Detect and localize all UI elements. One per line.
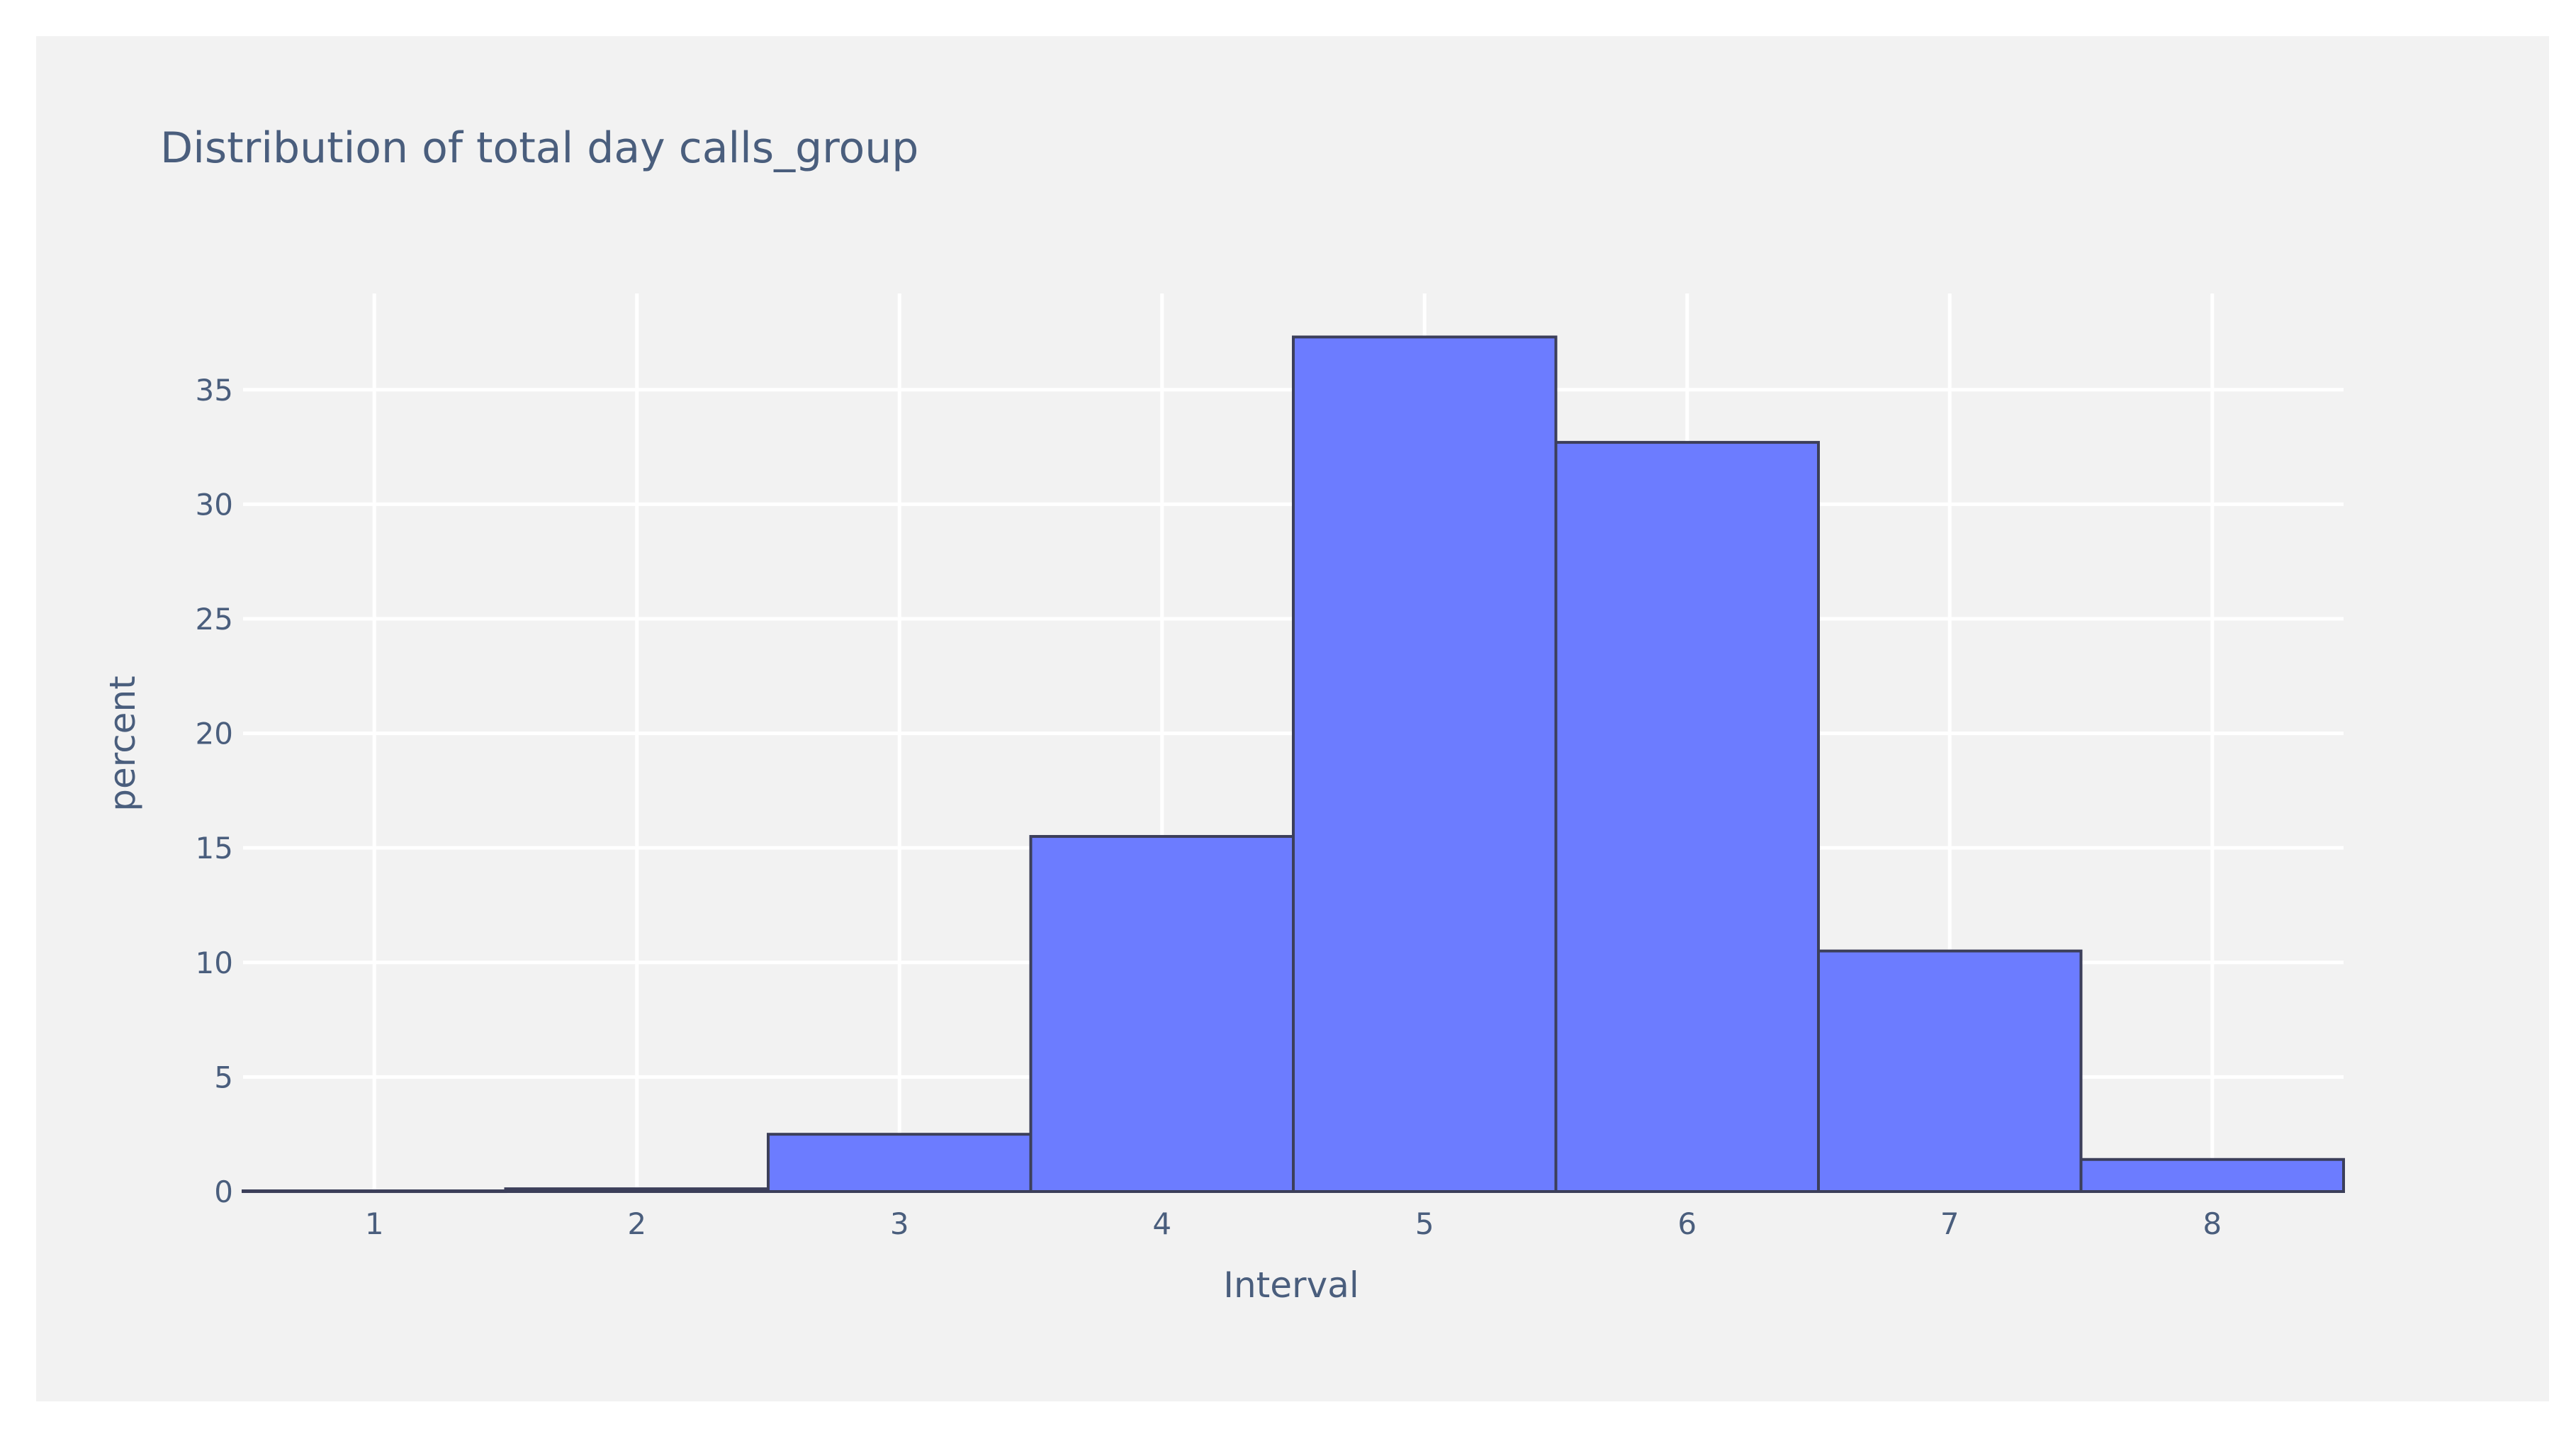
- y-axis-title: percent: [102, 676, 143, 812]
- y-tick-label: 35: [196, 373, 233, 408]
- y-tick-label: 5: [214, 1060, 233, 1094]
- y-tick-label: 15: [196, 831, 233, 865]
- x-tick-label: 5: [1415, 1206, 1434, 1241]
- histogram-bar: [1029, 835, 1295, 1193]
- bar-layer: [242, 335, 2345, 1194]
- y-tick-label: 25: [196, 602, 233, 637]
- y-tick-label: 30: [196, 487, 233, 522]
- y-tick-label: 20: [196, 717, 233, 751]
- chart-title: Distribution of total day calls_group: [160, 123, 918, 173]
- y-tick-label: 0: [214, 1175, 233, 1209]
- tick-layer: 0 5 10 15 20 25 30 35 1 2 3 4 5 6 7 8: [196, 373, 2222, 1241]
- histogram-bar: [767, 1133, 1033, 1193]
- x-tick-label: 2: [627, 1206, 646, 1241]
- histogram-bar: [504, 1187, 770, 1194]
- x-tick-label: 6: [1677, 1206, 1697, 1241]
- x-tick-label: 7: [1940, 1206, 1959, 1241]
- x-tick-label: 8: [2203, 1206, 2222, 1241]
- x-tick-label: 1: [365, 1206, 384, 1241]
- x-tick-label: 4: [1152, 1206, 1171, 1241]
- x-tick-label: 3: [890, 1206, 909, 1241]
- histogram-bar: [242, 1189, 507, 1194]
- x-axis-title: Interval: [1223, 1265, 1359, 1306]
- histogram-bar: [1292, 335, 1558, 1193]
- histogram-bar: [1817, 949, 2083, 1193]
- histogram-bar: [2079, 1158, 2345, 1193]
- histogram-bar: [1554, 441, 1820, 1194]
- y-tick-label: 10: [196, 946, 233, 980]
